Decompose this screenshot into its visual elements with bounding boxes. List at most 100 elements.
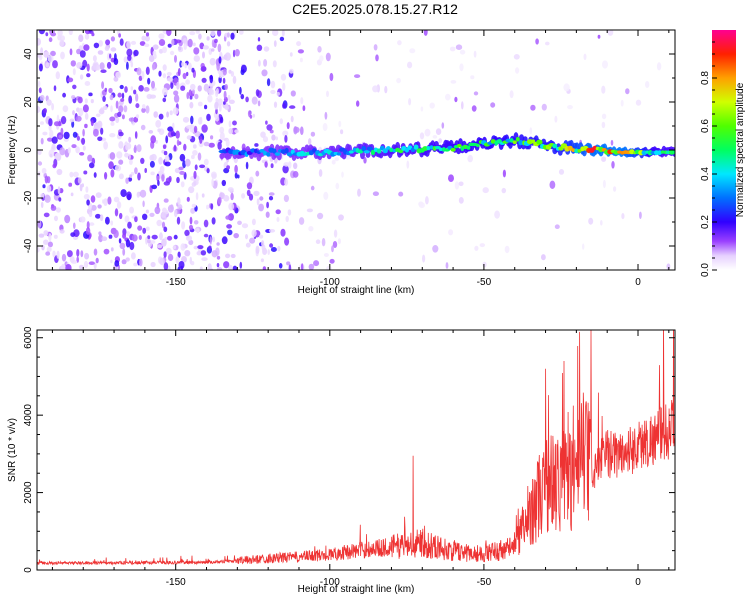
spectrogram-noise-blob: [181, 256, 187, 263]
spectrogram-noise-blob: [38, 80, 41, 88]
spectrogram-noise-blob: [216, 267, 223, 270]
spectrogram-noise-blob: [418, 202, 425, 209]
spectrogram-noise-blob: [149, 160, 155, 168]
snr-y-ticks: 0 2000 4000 6000: [23, 326, 675, 573]
spectrogram-noise-blob: [282, 82, 286, 91]
spectrogram-noise-blob: [47, 55, 54, 63]
spectrogram-noise-blob: [162, 97, 167, 103]
spectrogram-noise-blob: [186, 71, 189, 77]
spectrogram-noise-blob: [458, 197, 464, 204]
spectrogram-noise-blob: [163, 150, 168, 156]
spectrogram-noise-blob: [217, 196, 222, 205]
spectrogram-noise-blob: [204, 104, 208, 110]
spectrogram-noise-blob: [139, 189, 147, 198]
spectrogram-noise-blob: [293, 162, 298, 170]
spectrogram-noise-blob: [190, 83, 196, 91]
spectrogram-noise-blob: [143, 87, 150, 92]
spectrogram-band-core: [398, 149, 404, 154]
spectrogram-noise-blob: [199, 135, 203, 144]
spectrogram-noise-blob: [240, 93, 245, 100]
spectrogram-noise-blob: [173, 245, 176, 250]
spectrogram-noise-blob: [254, 143, 259, 147]
colorbar-tick-label: 0.2: [700, 215, 711, 229]
spectrogram-noise-blob: [37, 246, 40, 253]
spectrogram-noise-blob: [128, 117, 134, 122]
spectrogram-noise-blob: [319, 55, 324, 62]
spectrogram-noise-blob: [145, 66, 150, 76]
spectrogram-noise-blob: [87, 154, 93, 162]
spectrogram-noise-blob: [84, 33, 90, 40]
spectrogram-noise-blob: [203, 233, 209, 238]
spectrogram-noise-blob: [282, 164, 289, 174]
spectrogram-noise-blob: [502, 169, 506, 178]
spectrogram-noise-blob: [167, 204, 174, 213]
spectrogram-band-core: [512, 140, 517, 144]
spectrogram-noise-blob: [228, 128, 233, 135]
spectrogram-noise-blob: [175, 39, 182, 44]
spectrogram-noise-blob: [251, 96, 258, 105]
spectrogram-noise-blob: [183, 43, 187, 50]
spectrogram-noise-blob: [117, 111, 122, 118]
spectrogram-noise-blob: [230, 71, 235, 77]
snr-y-axis-label: SNR (10 * v/v): [7, 418, 18, 482]
x-tick-label: -100: [320, 577, 340, 588]
spectrogram-noise-blob: [182, 116, 190, 123]
spectrogram-noise-blob: [98, 234, 103, 243]
spectrogram-noise-blob: [283, 194, 289, 203]
spectrogram-noise-blob: [162, 87, 168, 96]
spectrogram-noise-blob: [52, 250, 56, 258]
spectrogram-noise-blob: [110, 36, 115, 42]
spectrogram-noise-blob: [113, 229, 119, 239]
spectrogram-noise-blob: [458, 181, 464, 187]
spectrogram-noise-blob: [432, 245, 439, 253]
spectrogram-noise-blob: [241, 193, 246, 199]
spectrogram-noise-blob: [95, 213, 101, 219]
spectrogram-noise-blob: [202, 45, 209, 50]
spectrogram-noise-blob: [86, 63, 90, 72]
spectrogram-noise-blob: [122, 233, 127, 239]
spectrogram-noise-blob: [454, 96, 458, 103]
spectrogram-band-core: [660, 150, 665, 154]
spectrogram-noise-blob: [600, 220, 603, 226]
spectrogram-noise-blob: [42, 184, 46, 189]
spectrogram-noise-blob: [513, 54, 520, 60]
spectrogram-noise-blob: [448, 229, 454, 236]
spectrogram-noise-blob: [192, 89, 196, 94]
figure-title: C2E5.2025.078.15.27.R12: [292, 1, 458, 17]
spectrogram-noise-blob: [53, 85, 57, 92]
spectrogram-noise-blob: [165, 247, 172, 255]
spectrogram-noise-blob: [317, 46, 322, 53]
spectrogram-noise-blob: [113, 196, 120, 203]
spectrogram-noise-blob: [296, 41, 302, 47]
spectrogram-band-core: [657, 150, 662, 156]
snr-x-ticks: -150 -100 -50 0: [51, 330, 670, 588]
spectrogram-noise-blob: [473, 91, 479, 96]
spectrogram-noise-blob: [85, 227, 91, 235]
spectrogram-noise-blob: [176, 176, 180, 184]
spectrogram-noise-blob: [260, 258, 264, 263]
spectrogram-noise-blob: [257, 100, 261, 107]
spectrogram-noise-blob: [332, 241, 338, 248]
spectrogram-noise-blob: [156, 244, 163, 249]
spectrogram-noise-blob: [76, 48, 81, 55]
spectrogram-noise-blob: [40, 47, 44, 55]
spectrogram-noise-blob: [607, 30, 614, 36]
spectrogram-noise-blob: [190, 261, 195, 266]
y-tick-label: 20: [23, 96, 34, 108]
spectrogram-noise-blob: [187, 62, 192, 71]
spectrogram-noise-blob: [37, 105, 41, 114]
spectrogram-noise-blob: [163, 198, 169, 203]
spectrogram-noise-blob: [81, 137, 86, 145]
spectrogram-noise-blob: [201, 124, 208, 133]
spectrogram-noise-blob: [266, 124, 273, 131]
colorbar-ticks: 0.0 0.2 0.4 0.6 0.8: [700, 41, 717, 277]
spectrogram-noise-blob: [46, 246, 52, 252]
spectrogram-noise-blob: [110, 47, 117, 52]
spectrogram-noise-blob: [104, 172, 108, 180]
spectrogram-noise-blob: [290, 115, 294, 123]
spectrogram-noise-blob: [209, 236, 212, 245]
spectrogram-noise-blob: [67, 77, 74, 83]
spectrogram-noise-blob: [78, 108, 84, 117]
spectrogram-noise-blob: [106, 61, 112, 69]
spectrogram-band-core: [366, 146, 373, 151]
